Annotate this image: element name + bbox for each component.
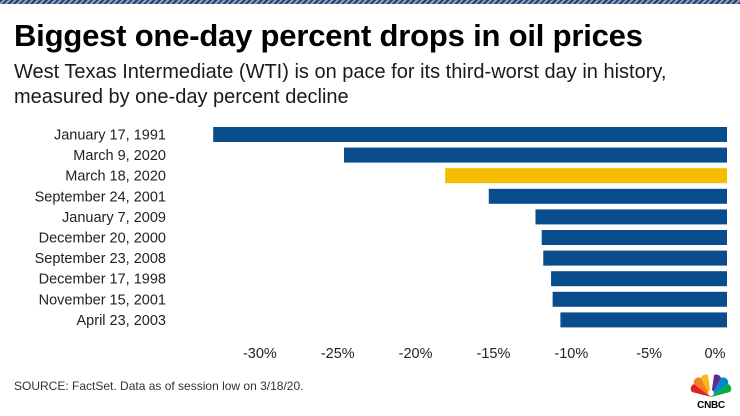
bar-1 (213, 127, 727, 142)
category-label: March 9, 2020 (73, 148, 166, 164)
category-label: December 17, 1998 (39, 272, 166, 288)
bar-3 (445, 168, 727, 184)
bar-9 (552, 291, 727, 307)
cnbc-logo: CNBC (688, 370, 734, 414)
x-tick-label: -15% (477, 346, 511, 362)
bar-10 (560, 312, 727, 328)
x-tick-label: -25% (321, 346, 355, 362)
logo-text: CNBC (697, 400, 725, 411)
x-tick-labels-group: -30% -25% -20% -15% -10% -5% 0% (243, 346, 726, 362)
top-stripe (0, 0, 740, 4)
x-tick-label: -5% (636, 346, 662, 362)
bar-5 (535, 209, 727, 225)
bar-7 (543, 250, 727, 266)
category-label: September 24, 2001 (35, 189, 166, 205)
peacock-icon (690, 374, 732, 397)
bar-2 (343, 147, 727, 163)
bars-group (213, 127, 727, 328)
category-label: September 23, 2008 (35, 251, 166, 267)
source-note: SOURCE: FactSet. Data as of session low … (14, 379, 304, 393)
x-tick-label: -10% (554, 346, 588, 362)
category-label: January 17, 1991 (54, 128, 166, 144)
category-label: December 20, 2000 (39, 231, 166, 247)
x-tick-label: -30% (243, 346, 277, 362)
category-label: March 18, 2020 (65, 169, 166, 185)
chart-title: Biggest one-day percent drops in oil pri… (14, 18, 643, 53)
chart-subtitle: West Texas Intermediate (WTI) is on pace… (14, 61, 667, 108)
bar-8 (551, 271, 727, 287)
bar-6 (541, 230, 727, 245)
x-tick-label: 0% (705, 346, 726, 362)
category-labels-group: January 17, 1991 March 9, 2020 March 18, 2… (35, 128, 166, 329)
bar-4 (488, 188, 727, 204)
category-label: November 15, 2001 (39, 292, 166, 308)
x-tick-label: -20% (399, 346, 433, 362)
category-label: January 7, 2009 (62, 210, 166, 226)
category-label: April 23, 2003 (77, 313, 166, 329)
